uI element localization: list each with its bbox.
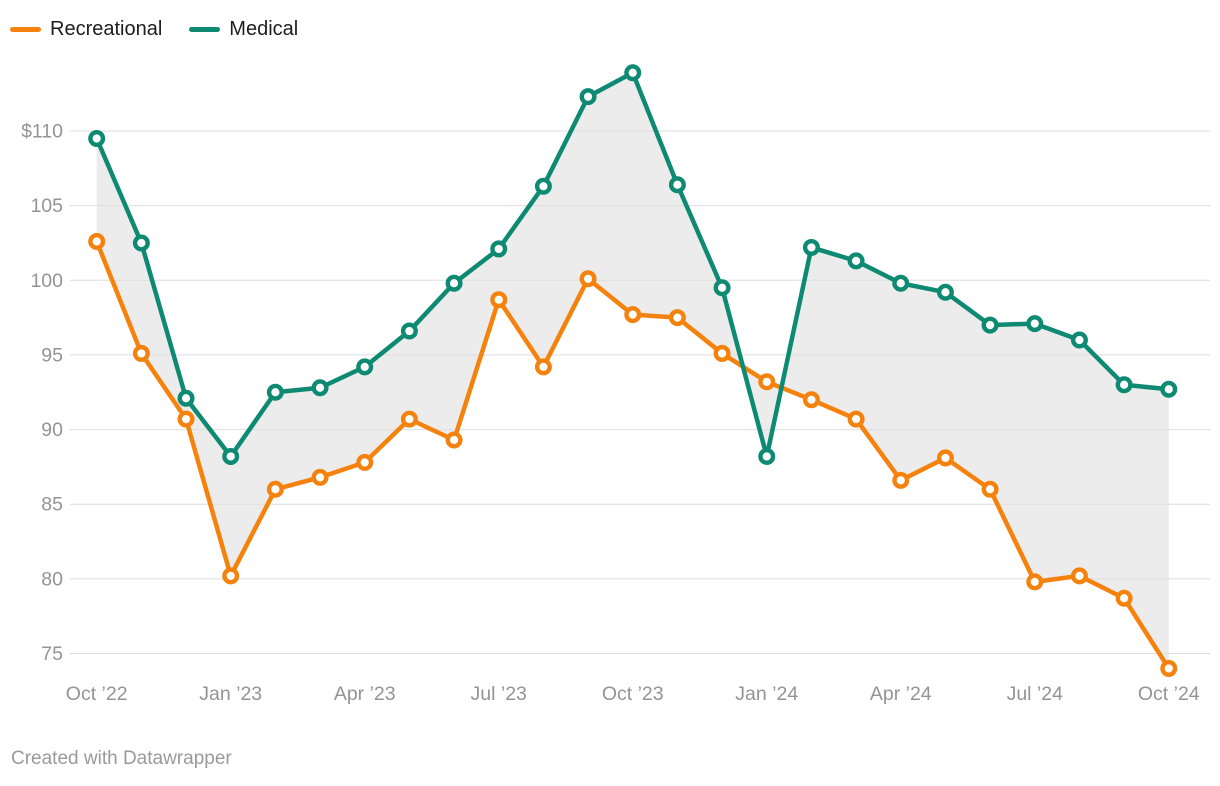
medical-point[interactable] xyxy=(624,64,642,82)
y-axis-label: 85 xyxy=(41,494,63,516)
medical-point[interactable] xyxy=(758,447,776,465)
medical-point[interactable] xyxy=(1070,331,1088,349)
recreational-point[interactable] xyxy=(400,410,418,428)
recreational-point[interactable] xyxy=(1115,589,1133,607)
legend-label-recreational: Recreational xyxy=(50,18,163,40)
medical-point[interactable] xyxy=(400,322,418,340)
recreational-point[interactable] xyxy=(936,449,954,467)
x-axis-label: Jan ’24 xyxy=(735,683,798,705)
recreational-point[interactable] xyxy=(579,270,597,288)
medical-point[interactable] xyxy=(356,358,374,376)
medical-point[interactable] xyxy=(802,238,820,256)
series-gap-band xyxy=(96,72,1169,669)
recreational-point[interactable] xyxy=(534,358,552,376)
y-axis-label: 75 xyxy=(41,643,63,665)
y-axis-label: $110 xyxy=(21,121,63,143)
legend-label-medical: Medical xyxy=(229,18,299,40)
recreational-point[interactable] xyxy=(1070,567,1088,585)
medical-point[interactable] xyxy=(936,283,954,301)
medical-point[interactable] xyxy=(222,447,240,465)
medical-point[interactable] xyxy=(847,252,865,270)
legend-item-recreational: Recreational xyxy=(10,17,162,41)
recreational-point[interactable] xyxy=(490,291,508,309)
legend-item-medical: Medical xyxy=(189,17,298,41)
medical-point[interactable] xyxy=(177,389,195,407)
y-axis-label: 90 xyxy=(41,419,63,441)
medical-point[interactable] xyxy=(534,177,552,195)
y-axis-label: 105 xyxy=(30,195,63,217)
x-axis-label: Oct ’24 xyxy=(1138,683,1200,705)
medical-point[interactable] xyxy=(892,274,910,292)
legend: Recreational Medical xyxy=(10,17,298,41)
medical-line-swatch-icon xyxy=(189,26,221,32)
medical-point[interactable] xyxy=(713,279,731,297)
y-axis-label: 80 xyxy=(41,568,63,590)
recreational-point[interactable] xyxy=(713,344,731,362)
recreational-point[interactable] xyxy=(132,344,150,362)
x-axis-label: Jul ’24 xyxy=(1007,683,1064,705)
medical-point[interactable] xyxy=(445,274,463,292)
medical-point[interactable] xyxy=(88,129,106,147)
y-axis-label: 95 xyxy=(41,344,63,366)
recreational-point[interactable] xyxy=(981,480,999,498)
x-axis-label: Oct ’22 xyxy=(66,683,128,705)
medical-point[interactable] xyxy=(1160,380,1178,398)
recreational-point[interactable] xyxy=(356,453,374,471)
medical-point[interactable] xyxy=(981,316,999,334)
recreational-point[interactable] xyxy=(802,391,820,409)
recreational-point[interactable] xyxy=(222,567,240,585)
x-axis-label: Jan ’23 xyxy=(199,683,262,705)
medical-point[interactable] xyxy=(1026,315,1044,333)
recreational-point[interactable] xyxy=(892,471,910,489)
x-axis-label: Apr ’24 xyxy=(870,683,932,705)
recreational-point[interactable] xyxy=(624,306,642,324)
medical-point[interactable] xyxy=(490,240,508,258)
medical-point[interactable] xyxy=(579,88,597,106)
x-axis-label: Jul ’23 xyxy=(471,683,527,705)
recreational-point[interactable] xyxy=(1026,573,1044,591)
medical-point[interactable] xyxy=(668,176,686,194)
recreational-point[interactable] xyxy=(177,410,195,428)
recreational-point[interactable] xyxy=(88,232,106,250)
medical-point[interactable] xyxy=(266,383,284,401)
recreational-point[interactable] xyxy=(311,468,329,486)
recreational-point[interactable] xyxy=(668,309,686,327)
recreational-point[interactable] xyxy=(1160,659,1178,677)
recreational-point[interactable] xyxy=(266,480,284,498)
recreational-point[interactable] xyxy=(847,410,865,428)
recreational-line-swatch-icon xyxy=(10,26,41,32)
x-axis-label: Apr ’23 xyxy=(334,683,396,705)
recreational-point[interactable] xyxy=(445,431,463,449)
attribution: Created with Datawrapper xyxy=(11,748,232,769)
medical-point[interactable] xyxy=(1115,376,1133,394)
medical-point[interactable] xyxy=(132,234,150,252)
medical-point[interactable] xyxy=(311,379,329,397)
x-axis-label: Oct ’23 xyxy=(602,683,664,705)
recreational-point[interactable] xyxy=(758,373,776,391)
y-axis-label: 100 xyxy=(30,270,63,292)
